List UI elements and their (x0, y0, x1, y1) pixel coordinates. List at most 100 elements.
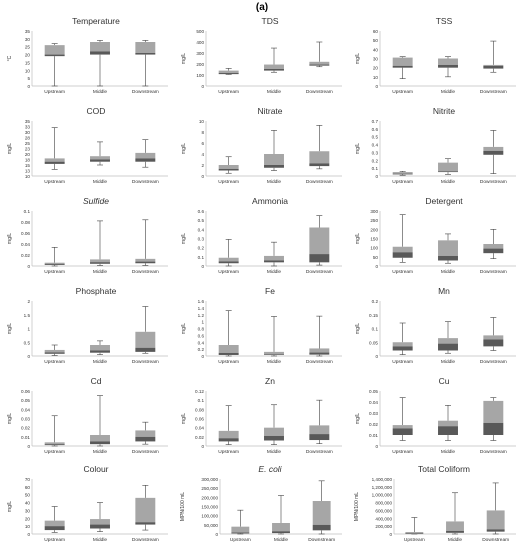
y-tick-label: 30 (373, 57, 379, 62)
y-tick-label: 0.6 (372, 127, 379, 132)
x-category-label: Middle (441, 89, 455, 95)
chart-title: Mn (438, 286, 450, 296)
box-upper-quartile (446, 521, 464, 531)
y-tick-label: 1.5 (24, 313, 31, 318)
y-tick-label: 0 (375, 84, 378, 89)
x-category-label: Upstream (404, 537, 425, 543)
box-upper-quartile (264, 64, 284, 69)
y-tick-label: 0.02 (21, 426, 30, 431)
box-lower-quartile (135, 261, 156, 264)
box-lower-quartile (218, 168, 239, 171)
y-tick-label: 1.6 (198, 299, 205, 304)
box-upper-quartile (135, 430, 156, 437)
box-upper-quartile (44, 442, 65, 445)
y-tick-label: 500 (196, 29, 204, 34)
chart-title: Phosphate (76, 286, 117, 296)
chart-panel: Sulfide 0 0.02 0.04 0.06 0.08 0.1 mg/L Upstream M… (7, 196, 168, 275)
chart-title: Zn (265, 376, 275, 386)
y-axis-label: mg/L (7, 233, 13, 244)
box-lower-quartile (309, 64, 330, 66)
y-tick-label: 150,000 (201, 505, 218, 510)
box-upper-quartile (483, 146, 504, 151)
chart-panel: Nitrite 0 0.1 0.2 0.3 0.4 0.5 0.6 0.7 mg/L Upstrea… (355, 106, 516, 185)
y-tick-label: 0.05 (21, 398, 30, 403)
box-upper-quartile (309, 348, 330, 353)
y-tick-label: 70 (25, 477, 31, 482)
x-category-label: Downstream (308, 537, 335, 543)
x-category-label: Upstream (392, 269, 413, 275)
y-tick-label: 0.3 (372, 150, 379, 155)
box-upper-quartile (44, 349, 65, 353)
box-lower-quartile (135, 53, 156, 55)
y-tick-label: 0.8 (198, 327, 205, 332)
box-upper-quartile (264, 427, 284, 436)
box-lower-quartile (264, 354, 284, 355)
x-category-label: Downstream (480, 179, 507, 185)
x-category-label: Middle (93, 449, 107, 455)
box-upper-quartile (90, 42, 110, 52)
y-tick-label: 250,000 (201, 486, 218, 491)
y-axis-label: °C (7, 55, 13, 61)
box-lower-quartile (438, 64, 458, 68)
y-tick-label: 0.4 (198, 227, 205, 232)
box-upper-quartile (309, 227, 330, 255)
box-upper-quartile (405, 532, 424, 534)
y-tick-label: 0 (375, 354, 378, 359)
box-upper-quartile (312, 501, 331, 525)
box-lower-quartile (135, 347, 156, 352)
x-category-label: Downstream (482, 537, 509, 543)
y-tick-label: 1 (201, 320, 204, 325)
y-tick-label: 400,000 (375, 516, 392, 521)
box-upper-quartile (438, 240, 458, 256)
x-category-label: Upstream (44, 179, 65, 185)
x-category-label: Downstream (306, 359, 333, 365)
x-category-label: Middle (93, 269, 107, 275)
y-tick-label: 35 (25, 29, 31, 34)
y-tick-label: 0 (27, 444, 30, 449)
box-lower-quartile (264, 68, 284, 71)
box-lower-quartile (90, 524, 110, 529)
y-tick-label: 0.4 (372, 143, 379, 148)
chart-title: Total Coliform (418, 464, 470, 474)
y-tick-label: 40 (373, 47, 379, 52)
y-tick-label: 2 (201, 163, 204, 168)
x-category-label: Downstream (480, 449, 507, 455)
y-tick-label: 0.2 (372, 299, 379, 304)
box-upper-quartile (135, 258, 156, 262)
x-category-label: Upstream (44, 269, 65, 275)
y-tick-label: 4 (201, 152, 204, 157)
x-category-label: Middle (274, 537, 288, 543)
y-tick-label: 0.2 (198, 246, 205, 251)
box-upper-quartile (231, 526, 250, 533)
y-tick-label: 10 (25, 174, 31, 179)
x-category-label: Upstream (218, 449, 239, 455)
y-tick-label: 15 (25, 163, 31, 168)
chart-title: Ammonia (252, 196, 288, 206)
box-upper-quartile (90, 345, 110, 351)
chart-panel: Phosphate 0 0.5 1 1.5 2 mg/L Upstream Middle Down… (7, 286, 168, 365)
y-tick-label: 0.12 (195, 389, 204, 394)
y-tick-label: 1,000,000 (372, 493, 393, 498)
y-tick-label: 0 (201, 84, 204, 89)
y-tick-label: 0.04 (195, 426, 204, 431)
y-tick-label: 25 (25, 45, 31, 50)
box-lower-quartile (44, 444, 65, 446)
y-tick-label: 0.5 (198, 218, 205, 223)
box-lower-quartile (483, 150, 504, 155)
y-tick-label: 60 (25, 485, 31, 490)
y-tick-label: 0.01 (369, 433, 378, 438)
x-category-label: Downstream (132, 179, 159, 185)
box-upper-quartile (44, 158, 65, 162)
box-lower-quartile (218, 73, 239, 75)
x-category-label: Downstream (306, 89, 333, 95)
box-lower-quartile (392, 346, 413, 351)
box-upper-quartile (135, 42, 156, 53)
y-tick-label: 800,000 (375, 501, 392, 506)
y-axis-label: mg/L (7, 323, 13, 334)
box-lower-quartile (44, 352, 65, 354)
x-category-label: Middle (267, 449, 281, 455)
y-axis-label: MPN/100 mL (180, 492, 186, 521)
y-tick-label: 0.5 (372, 135, 379, 140)
box-lower-quartile (44, 526, 65, 531)
